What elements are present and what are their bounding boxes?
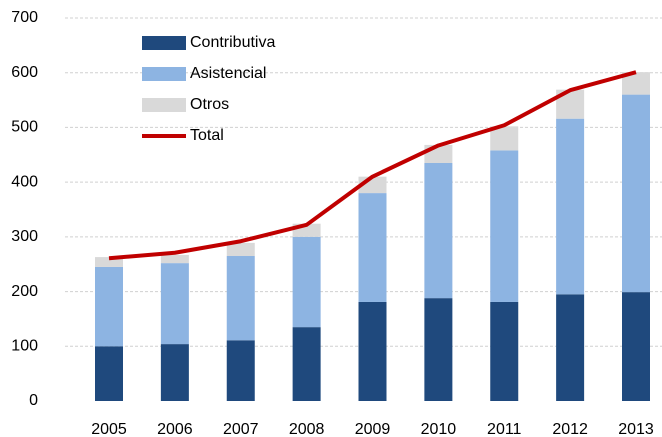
bar-segment <box>160 344 189 401</box>
legend-swatch <box>142 134 186 138</box>
legend-label: Total <box>190 127 224 144</box>
y-tick-label: 600 <box>11 64 38 81</box>
y-tick-label: 300 <box>11 228 38 245</box>
bar-segment <box>622 292 650 401</box>
legend-swatch <box>142 67 186 81</box>
bar-segment <box>490 150 519 302</box>
x-tick-label: 2010 <box>421 421 457 437</box>
bar-segment <box>95 257 123 267</box>
bar-segment <box>424 298 453 401</box>
bar-segment <box>358 193 387 302</box>
legend-label: Asistencial <box>190 65 266 82</box>
x-tick-label: 2011 <box>487 421 522 437</box>
y-tick-label: 100 <box>11 338 38 355</box>
bar-segment <box>490 126 519 151</box>
bar-segment <box>622 94 650 293</box>
bar-segment <box>95 266 123 347</box>
x-tick-label: 2006 <box>157 421 193 437</box>
bar-segment <box>95 346 123 401</box>
bar-segment <box>424 162 453 299</box>
x-tick-label: 2007 <box>223 421 259 437</box>
y-tick-label: 200 <box>11 283 38 300</box>
x-tick-label: 2008 <box>289 421 325 437</box>
x-tick-label: 2009 <box>355 421 391 437</box>
bar-segment <box>292 327 321 401</box>
bar-segment <box>160 254 189 264</box>
legend-label: Otros <box>190 96 229 113</box>
bar-segment <box>490 301 519 401</box>
legend-swatch <box>142 36 186 50</box>
bar-segment <box>226 340 255 401</box>
legend-label: Contributiva <box>190 34 275 51</box>
x-tick-label: 2005 <box>91 421 127 437</box>
bar-segment <box>226 242 255 257</box>
bar-segment <box>556 118 585 295</box>
y-tick-label: 0 <box>29 392 38 409</box>
y-tick-label: 500 <box>11 119 38 136</box>
y-tick-label: 700 <box>11 9 38 26</box>
bar-segment <box>160 263 189 345</box>
legend-swatch <box>142 98 186 112</box>
bar-segment <box>622 72 650 95</box>
x-tick-label: 2013 <box>618 421 654 437</box>
x-tick-label: 2012 <box>552 421 588 437</box>
bar-segment <box>358 301 387 401</box>
y-tick-label: 400 <box>11 173 38 190</box>
bar-segment <box>292 236 321 328</box>
bar-segment <box>556 294 585 401</box>
bar-segment <box>226 256 255 341</box>
total-line <box>108 70 637 261</box>
